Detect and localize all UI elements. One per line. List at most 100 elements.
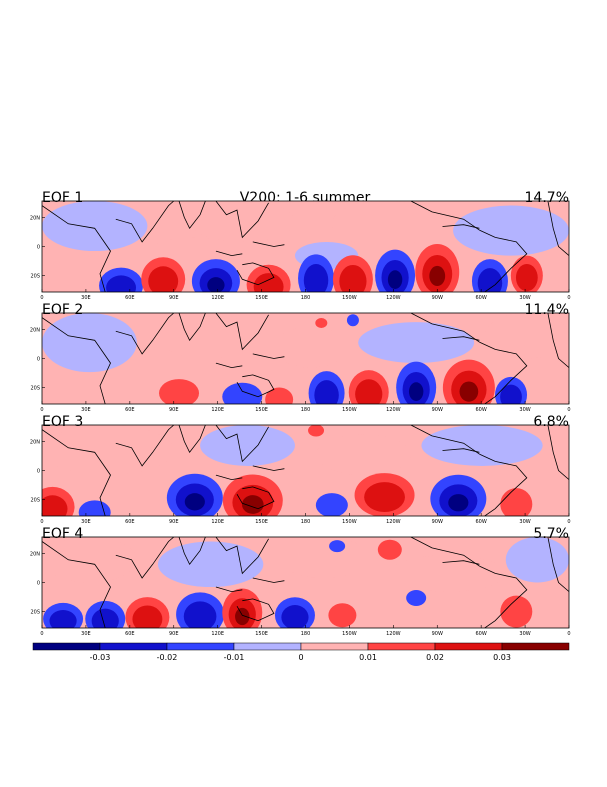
coastline xyxy=(215,362,243,369)
eof-panel: EOF 2 11.4% 20N 0 20S 0 30E 60E 90E 120E 150E 180 15… xyxy=(30,302,571,413)
coastline xyxy=(115,313,175,355)
anomaly-patch xyxy=(279,537,369,578)
negative-anomaly xyxy=(308,371,345,404)
lon-tick-label: 60E xyxy=(125,519,135,525)
negative-anomaly xyxy=(430,474,487,516)
coastline xyxy=(215,201,269,239)
negative-anomaly xyxy=(471,259,508,292)
negative-anomaly xyxy=(78,500,111,516)
anomaly-patch xyxy=(42,537,137,583)
lon-tick-label: 90W xyxy=(432,631,443,637)
colorbar-label: 0.01 xyxy=(359,653,377,662)
negative-anomaly xyxy=(406,589,427,606)
coastline xyxy=(547,201,569,256)
lon-tick-label: 150E xyxy=(255,519,268,525)
lon-tick-label: 90W xyxy=(432,407,443,413)
coastline xyxy=(479,453,528,516)
explained-variance: 14.7% xyxy=(525,190,569,206)
positive-anomaly xyxy=(308,425,325,437)
colorbar-label: -0.01 xyxy=(224,653,245,662)
negative-anomaly xyxy=(375,249,416,292)
coastline xyxy=(236,262,275,286)
lon-tick-label: 90E xyxy=(169,519,179,525)
anomaly-patch xyxy=(157,541,264,588)
positive-anomaly xyxy=(354,473,415,516)
lat-tick-label: 20S xyxy=(30,274,40,280)
coastline xyxy=(236,598,275,622)
coastline xyxy=(252,465,285,471)
lon-tick-label: 120W xyxy=(386,631,401,637)
lon-tick-label: 30E xyxy=(81,407,91,413)
coastline xyxy=(410,201,480,231)
positive-anomaly xyxy=(377,539,402,560)
coastline xyxy=(215,425,269,463)
coastline xyxy=(115,425,175,467)
negative-anomaly xyxy=(99,267,144,292)
lon-tick-label: 0 xyxy=(567,407,570,413)
lon-tick-label: 90W xyxy=(432,519,443,525)
lon-tick-label: 120W xyxy=(386,519,401,525)
coastline xyxy=(252,241,285,247)
anomaly-patch xyxy=(189,201,295,242)
colorbar-segment xyxy=(300,642,369,651)
coastline xyxy=(215,586,243,593)
lon-tick-label: 30E xyxy=(81,631,91,637)
lat-tick-label: 0 xyxy=(37,581,40,587)
coastline xyxy=(252,577,285,583)
coastline xyxy=(442,336,480,341)
lat-tick-label: 0 xyxy=(37,245,40,251)
lat-tick-label: 0 xyxy=(37,357,40,363)
lon-tick-label: 150E xyxy=(255,295,268,301)
coastline xyxy=(252,353,285,359)
lon-tick-label: 0 xyxy=(40,631,43,637)
lon-tick-label: 120E xyxy=(211,519,224,525)
positive-anomaly xyxy=(500,488,533,516)
lon-tick-label: 120E xyxy=(211,295,224,301)
coastline xyxy=(442,448,480,453)
lat-tick-label: 20N xyxy=(30,551,40,557)
anomaly-patch xyxy=(42,313,137,373)
anomaly-patch xyxy=(200,425,295,466)
coastline xyxy=(215,250,243,257)
lon-tick-label: 180 xyxy=(301,295,311,301)
colorbar-label: -0.03 xyxy=(90,653,111,662)
lon-tick-label: 90E xyxy=(169,295,179,301)
coastline xyxy=(178,425,206,454)
lon-tick-label: 0 xyxy=(40,519,43,525)
lon-tick-label: 0 xyxy=(567,631,570,637)
positive-anomaly xyxy=(265,387,294,404)
anomaly-patch xyxy=(157,313,253,359)
positive-anomaly xyxy=(500,595,533,628)
lon-tick-label: 0 xyxy=(567,519,570,525)
positive-anomaly xyxy=(125,597,170,628)
lat-tick-label: 20S xyxy=(30,610,40,616)
lon-tick-label: 150W xyxy=(342,631,357,637)
anomaly-patch xyxy=(421,425,543,466)
lon-tick-label: 0 xyxy=(40,295,43,301)
colorbar-label: -0.02 xyxy=(157,653,178,662)
positive-anomaly xyxy=(348,370,389,404)
coastline xyxy=(42,317,111,404)
positive-anomaly xyxy=(442,359,495,404)
colorbar-segment xyxy=(32,642,101,651)
negative-anomaly xyxy=(495,376,528,404)
positive-anomaly xyxy=(510,255,543,292)
coastline xyxy=(547,313,569,368)
coastline xyxy=(178,201,206,230)
negative-anomaly xyxy=(274,597,315,628)
negative-anomaly xyxy=(222,382,263,404)
lon-tick-label: 60E xyxy=(125,407,135,413)
lat-tick-label: 20N xyxy=(30,215,40,221)
negative-anomaly xyxy=(191,259,240,292)
lon-tick-label: 30W xyxy=(519,407,530,413)
panel-label: EOF 1 xyxy=(42,190,83,206)
lon-tick-label: 90E xyxy=(169,407,179,413)
negative-anomaly xyxy=(166,473,223,516)
lon-tick-label: 180 xyxy=(301,631,311,637)
lon-tick-label: 60W xyxy=(476,407,487,413)
lat-tick-label: 20N xyxy=(30,327,40,333)
positive-anomaly xyxy=(332,255,373,292)
positive-anomaly xyxy=(315,318,328,329)
coastline xyxy=(42,429,111,516)
